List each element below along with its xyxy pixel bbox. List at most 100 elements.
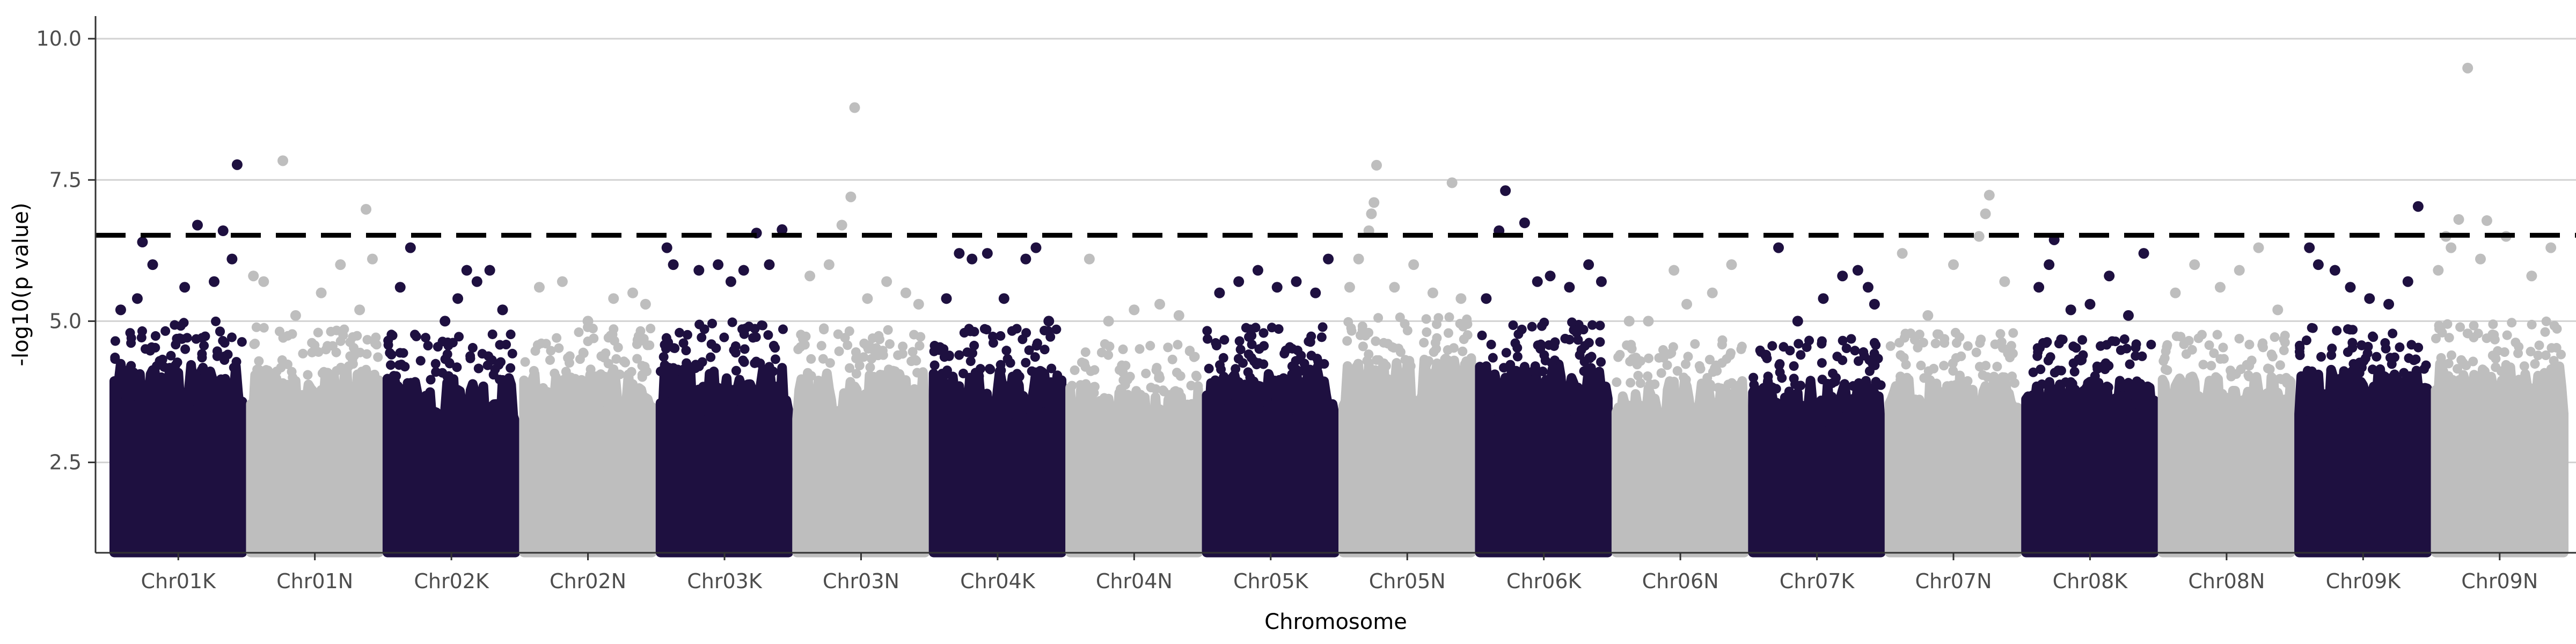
point-Chr03N-upper (883, 325, 893, 335)
point-Chr05N-upper (1357, 325, 1367, 335)
point-Chr03K-upper (675, 327, 685, 338)
point-Chr09N-upper (2546, 343, 2557, 353)
point-Chr01K-0 (115, 304, 126, 316)
point-Chr01N-upper (252, 364, 262, 375)
point-Chr04N-upper (1104, 341, 1115, 352)
point-Chr05N-upper (1419, 338, 1429, 348)
point-Chr06K-6 (1564, 282, 1575, 293)
point-Chr08K-upper (2035, 343, 2045, 353)
point-Chr05N-0 (1344, 282, 1355, 293)
point-Chr02K-5 (471, 276, 482, 287)
point-Chr08K-upper (2028, 367, 2038, 377)
point-Chr01N-upper (331, 347, 341, 357)
point-Chr04K-1 (954, 248, 965, 259)
point-Chr02K-upper (433, 342, 443, 352)
point-Chr04N-upper (1191, 371, 1202, 382)
point-Chr03N-0 (804, 270, 816, 282)
point-Chr03N-upper (806, 371, 816, 381)
point-Chr09K-4 (2364, 293, 2375, 304)
dense-band-Chr02K (382, 371, 521, 558)
x-tick-label-Chr06K: Chr06K (1506, 569, 1582, 593)
point-Chr07K-upper (1850, 346, 1860, 356)
point-Chr05N-1 (1353, 253, 1364, 265)
point-Chr05K-upper (1247, 339, 1257, 349)
point-Chr07K-7 (1869, 298, 1880, 310)
point-Chr07N-upper (1990, 339, 2000, 349)
point-Chr07N-upper (1919, 373, 1929, 383)
point-Chr03K-upper (770, 343, 780, 353)
point-Chr06N-upper (1668, 342, 1678, 352)
point-Chr06K-upper (1512, 352, 1523, 362)
point-Chr08N-upper (2275, 360, 2285, 370)
point-Chr04N-upper (1082, 388, 1093, 398)
point-Chr04K-upper (1018, 334, 1028, 345)
point-Chr03N-upper (818, 354, 828, 364)
x-tick-label-Chr02N: Chr02N (550, 569, 626, 593)
point-Chr01N-upper (332, 366, 342, 376)
point-Chr02K-upper (465, 351, 475, 361)
point-Chr02K-upper (423, 341, 433, 351)
point-Chr01N-upper (307, 338, 317, 348)
point-Chr09N-upper (2482, 333, 2492, 343)
point-Chr04K-upper (969, 340, 979, 350)
point-Chr07K-upper (1817, 375, 1827, 385)
point-Chr05N-upper (1374, 355, 1384, 365)
point-Chr02N-2 (582, 316, 594, 327)
point-Chr04N-upper (1118, 344, 1128, 354)
point-Chr02N-upper (565, 351, 575, 361)
point-Chr01N-upper (362, 349, 372, 359)
point-Chr08N-upper (2282, 377, 2292, 387)
point-Chr03K-upper (731, 365, 741, 376)
point-Chr03N-upper (840, 333, 850, 343)
point-Chr05N-upper (1371, 336, 1381, 346)
point-Chr09N-upper (2456, 355, 2467, 365)
point-Chr03N-3 (845, 191, 857, 202)
point-Chr07N-5 (1984, 189, 1995, 201)
point-Chr01N-upper (282, 359, 292, 369)
point-Chr04K-upper (1030, 352, 1040, 362)
point-Chr09K-upper (2404, 353, 2414, 363)
point-Chr07K-upper (1789, 361, 1799, 371)
point-Chr09N-upper (2455, 322, 2465, 332)
point-Chr01N-upper (319, 367, 329, 377)
point-Chr05K-upper (1318, 322, 1328, 332)
point-Chr03K-upper (697, 332, 707, 342)
point-Chr06N-upper (1690, 339, 1700, 349)
point-Chr01K-5 (192, 219, 203, 231)
point-Chr08K-upper (2136, 380, 2146, 391)
point-Chr03N-upper (914, 341, 925, 351)
point-Chr04N-upper (1086, 366, 1096, 376)
point-Chr04N-upper (1075, 380, 1086, 390)
point-Chr02N-upper (545, 355, 555, 365)
point-Chr09N-upper (2546, 364, 2556, 374)
point-Chr04K-upper (1040, 345, 1050, 355)
point-Chr01N-upper (373, 352, 383, 362)
point-Chr05N-10 (1455, 293, 1467, 304)
y-tick-label-1: 5.0 (49, 309, 82, 333)
point-Chr02K-2 (440, 316, 451, 327)
point-Chr01K-upper (226, 332, 237, 342)
point-Chr03N-upper (845, 363, 855, 373)
point-Chr01K-upper (200, 331, 210, 341)
point-Chr08K-upper (2090, 371, 2100, 381)
point-Chr02N-upper (550, 368, 560, 378)
point-Chr06K-upper (1564, 334, 1575, 345)
point-Chr05K-upper (1259, 341, 1269, 351)
point-Chr01K-upper (179, 318, 189, 328)
point-Chr06N-upper (1704, 355, 1715, 365)
point-Chr03N-upper (912, 368, 923, 378)
point-Chr07K-upper (1854, 378, 1864, 388)
dense-band-Chr02N (519, 364, 657, 558)
point-Chr01N-upper (371, 332, 381, 342)
point-Chr09N-6 (2481, 215, 2492, 226)
point-Chr01K-upper (150, 331, 160, 341)
point-Chr07N-upper (1978, 370, 1988, 380)
point-Chr07K-5 (1852, 265, 1863, 276)
point-Chr05N-upper (1400, 355, 1410, 365)
point-Chr09K-upper (2387, 359, 2397, 369)
point-Chr05N-upper (1381, 361, 1391, 371)
point-Chr04K-0 (941, 293, 952, 304)
point-Chr02N-upper (637, 370, 647, 380)
point-Chr02N-upper (520, 357, 530, 367)
point-Chr03K-upper (671, 366, 681, 376)
